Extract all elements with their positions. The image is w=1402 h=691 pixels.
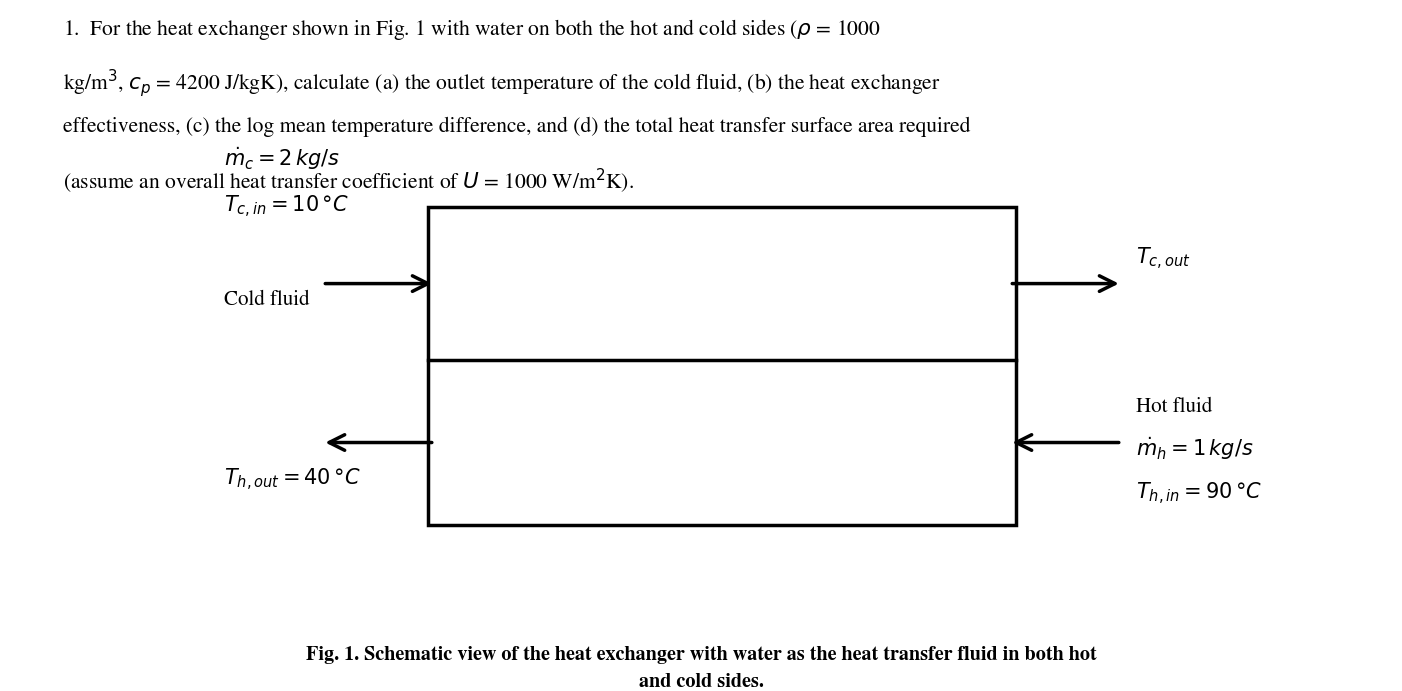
Text: Cold fluid: Cold fluid — [224, 290, 310, 310]
Text: effectiveness, (c) the log mean temperature difference, and (d) the total heat t: effectiveness, (c) the log mean temperat… — [63, 117, 970, 137]
Text: kg/m$^3$, $c_p$ = 4200 J/kgK), calculate (a) the outlet temperature of the cold : kg/m$^3$, $c_p$ = 4200 J/kgK), calculate… — [63, 67, 941, 99]
Text: $\dot{m}_c = 2\,kg/s$: $\dot{m}_c = 2\,kg/s$ — [224, 145, 341, 172]
Text: $\dot{m}_h = 1\,kg/s$: $\dot{m}_h = 1\,kg/s$ — [1136, 435, 1253, 462]
Text: Hot fluid: Hot fluid — [1136, 397, 1211, 417]
Bar — [428, 207, 1016, 525]
Text: $T_{h,in} = 90\,°C$: $T_{h,in} = 90\,°C$ — [1136, 480, 1262, 507]
Text: $T_{c,in} = 10\,°C$: $T_{c,in} = 10\,°C$ — [224, 193, 349, 220]
Text: 1.  For the heat exchanger shown in Fig. 1 with water on both the hot and cold s: 1. For the heat exchanger shown in Fig. … — [63, 17, 880, 42]
Text: (assume an overall heat transfer coefficient of $U$ = 1000 W/m$^2$K).: (assume an overall heat transfer coeffic… — [63, 167, 634, 196]
Text: $T_{c,out}$: $T_{c,out}$ — [1136, 245, 1190, 272]
Text: $T_{h,out} = 40\,°C$: $T_{h,out} = 40\,°C$ — [224, 466, 360, 493]
Text: Fig. 1. Schematic view of the heat exchanger with water as the heat transfer flu: Fig. 1. Schematic view of the heat excha… — [306, 646, 1096, 691]
